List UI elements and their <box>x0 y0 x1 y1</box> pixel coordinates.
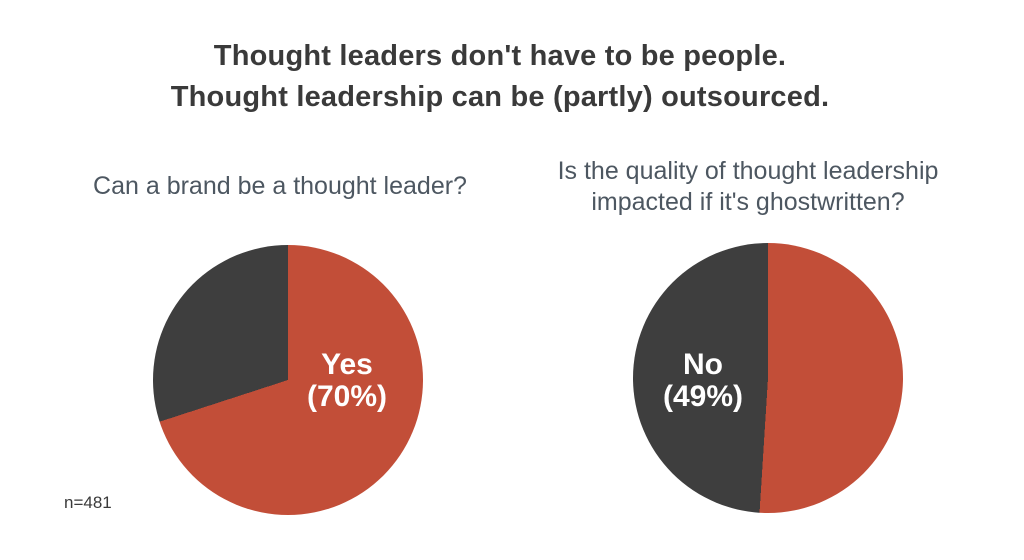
question-right-pie: Is the quality of thought leadership imp… <box>557 157 939 216</box>
pie-slice-label-line1: Yes <box>321 348 373 381</box>
page-title: Thought leaders don't have to be people.… <box>0 36 1000 118</box>
page-title-line2: Thought leadership can be (partly) outso… <box>170 81 830 113</box>
page-title-line1: Thought leaders don't have to be people. <box>213 40 787 72</box>
pie-slice-label-yes: Yes (70%) <box>307 349 387 413</box>
sample-size-footnote: n=481 <box>64 493 112 512</box>
pie-slice-label-no: No (49%) <box>663 349 743 413</box>
pie-chart-brand-thought-leader: Yes (70%) <box>153 245 423 515</box>
pie-slice-label-line2: (70%) <box>306 380 388 413</box>
question-left-pie: Can a brand be a thought leader? <box>93 172 467 200</box>
pie-slice-label-line2: (49%) <box>662 380 744 413</box>
pie-chart-ghostwritten-quality: No (49%) <box>633 243 903 513</box>
pie-slice-label-line1: No <box>683 348 723 381</box>
